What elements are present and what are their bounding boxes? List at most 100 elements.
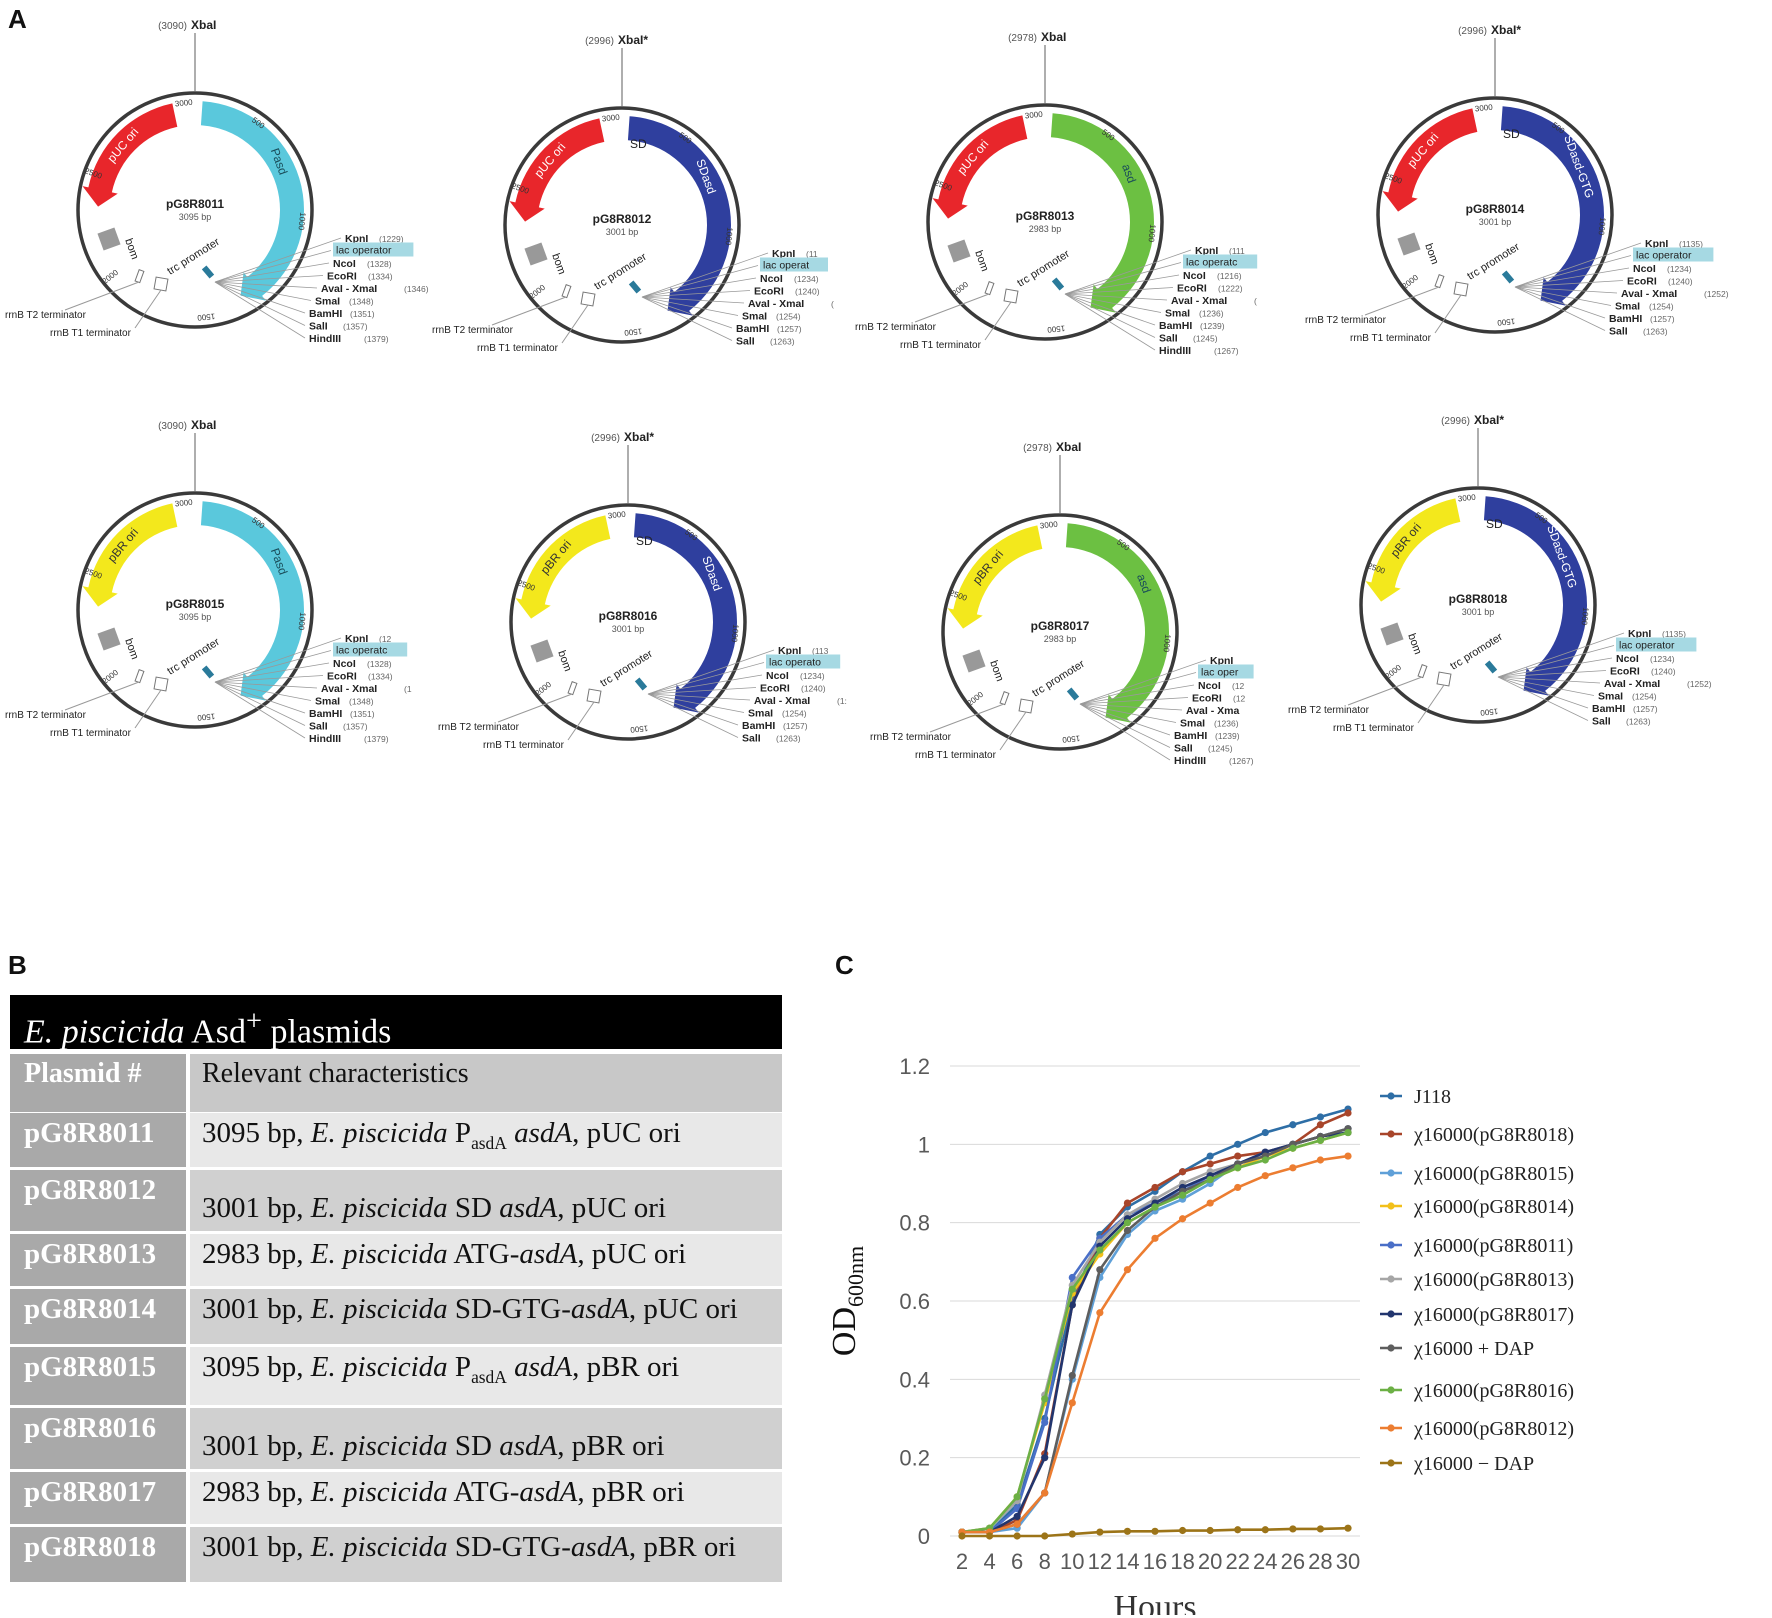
promoter-subscript: asdA xyxy=(471,1366,507,1387)
site-name: AvaI - XmaI xyxy=(321,283,377,295)
site-position: (1234) xyxy=(794,274,819,284)
site-leader xyxy=(1514,242,1642,288)
data-point xyxy=(1041,1532,1049,1540)
lac-operator-box xyxy=(1616,637,1697,652)
plasmid-name: pG8R8014 xyxy=(1466,202,1525,216)
gene-arrow xyxy=(1065,523,1169,723)
data-point xyxy=(1123,1199,1132,1207)
data-point xyxy=(1206,1199,1214,1207)
data-point xyxy=(1178,1191,1187,1199)
ori-text: , pUC ori xyxy=(577,1238,687,1270)
xbai-position: (2978) xyxy=(1008,33,1037,44)
tick-label: 2000 xyxy=(1383,663,1403,681)
promoter-mark xyxy=(1501,270,1515,284)
site-position: (1 xyxy=(404,684,412,694)
site-leader xyxy=(1079,703,1177,723)
species-text: E. piscicida xyxy=(310,1192,448,1224)
plasmid-size: 3001 bp xyxy=(606,227,639,237)
site-position: (1236) xyxy=(1214,719,1239,729)
site-position: (1257) xyxy=(1633,704,1658,714)
x-tick-label: 6 xyxy=(1011,1549,1023,1574)
data-point xyxy=(1041,1418,1049,1427)
promoter-text: SD-GTG- xyxy=(447,1531,571,1563)
site-leader xyxy=(1079,659,1207,705)
data-point xyxy=(1289,1144,1297,1152)
site-name: lac oper xyxy=(1201,667,1239,679)
t2-leader xyxy=(914,293,990,323)
xbai-position: (2996) xyxy=(585,36,614,47)
site-name: EcoRI xyxy=(1192,693,1222,705)
t2-terminator-mark xyxy=(567,681,578,696)
t1-terminator-mark xyxy=(1018,698,1034,714)
legend-label: χ16000(pG8R8014) xyxy=(1413,1196,1574,1218)
site-leader xyxy=(1064,293,1156,351)
t2-terminator-mark xyxy=(1417,664,1428,679)
data-point xyxy=(1123,1266,1132,1274)
data-point xyxy=(1261,1156,1269,1164)
site-position: (1357) xyxy=(343,322,368,332)
t2-label: rrnB T2 terminator xyxy=(855,322,937,333)
data-point xyxy=(1289,1525,1297,1533)
x-tick-label: 4 xyxy=(983,1549,995,1574)
tick-label: 1000 xyxy=(1146,224,1157,243)
site-leader xyxy=(1079,703,1183,711)
site-name: AvaI - XmaI xyxy=(1604,678,1660,690)
species-text: E. piscicida xyxy=(310,1238,448,1270)
data-point xyxy=(985,1532,994,1540)
plasmid-backbone xyxy=(503,106,741,344)
site-leader xyxy=(641,277,757,298)
site-position: (1267) xyxy=(1214,346,1239,356)
site-leader xyxy=(1064,287,1174,295)
legend-marker xyxy=(1387,1130,1395,1138)
bom-box xyxy=(947,239,971,263)
site-leader xyxy=(641,252,769,298)
t2-leader xyxy=(64,281,140,311)
site-name: NcoI xyxy=(1633,263,1656,275)
sd-label: SD xyxy=(1486,517,1503,531)
sd-label: SD xyxy=(636,534,653,548)
site-name: EcoRI xyxy=(1627,276,1657,288)
site-leader xyxy=(647,693,739,726)
series-group xyxy=(958,1109,1352,1536)
plasmid-id: pG8R8018 xyxy=(10,1527,186,1582)
plasmid-size: 3001 bp xyxy=(1462,607,1495,617)
site-leader xyxy=(1514,286,1606,319)
lac-operator-box xyxy=(766,654,841,669)
xbai-label: XbaI* xyxy=(1474,413,1504,427)
site-name: lac operatc xyxy=(336,645,387,657)
t1-leader xyxy=(1434,294,1462,334)
t2-terminator-mark xyxy=(984,281,995,296)
gene-arrow xyxy=(633,513,737,713)
lac-operator-box xyxy=(333,642,408,657)
x-tick-label: 22 xyxy=(1225,1549,1249,1574)
site-position: (12 xyxy=(379,634,392,644)
site-position: (1254) xyxy=(782,709,807,719)
table-row: pG8R8012 3001 bp, E. piscicida SD asdA, p… xyxy=(10,1170,782,1231)
t2-label: rrnB T2 terminator xyxy=(5,310,87,321)
site-position: (1: xyxy=(837,696,847,706)
site-position: (1240) xyxy=(795,287,820,297)
site-position: (1239) xyxy=(1200,321,1225,331)
ori-arrow xyxy=(1382,108,1478,212)
site-position: ( xyxy=(1254,296,1257,306)
site-name: SmaI xyxy=(748,708,773,720)
plasmid-characteristics: 3001 bp, E. piscicida SD asdA, pUC ori xyxy=(190,1170,782,1231)
plasmid-size: 3001 bp xyxy=(1479,217,1512,227)
x-axis-label: Hours xyxy=(1113,1589,1196,1615)
bom-label: bom xyxy=(122,237,141,261)
site-name: HindIII xyxy=(1174,755,1206,767)
site-leader xyxy=(1497,670,1607,678)
tick-label: 1000 xyxy=(1161,634,1172,653)
data-point xyxy=(1068,1273,1076,1282)
xbai-position: (2996) xyxy=(1458,26,1487,37)
promoter-text: P xyxy=(447,1351,472,1383)
x-tick-label: 12 xyxy=(1088,1549,1112,1574)
site-position: (1328) xyxy=(367,259,392,269)
bom-box xyxy=(524,242,548,266)
gene-text: asdA xyxy=(506,1117,573,1149)
site-name: EcoRI xyxy=(327,271,357,283)
site-name: BamHI xyxy=(742,720,775,732)
